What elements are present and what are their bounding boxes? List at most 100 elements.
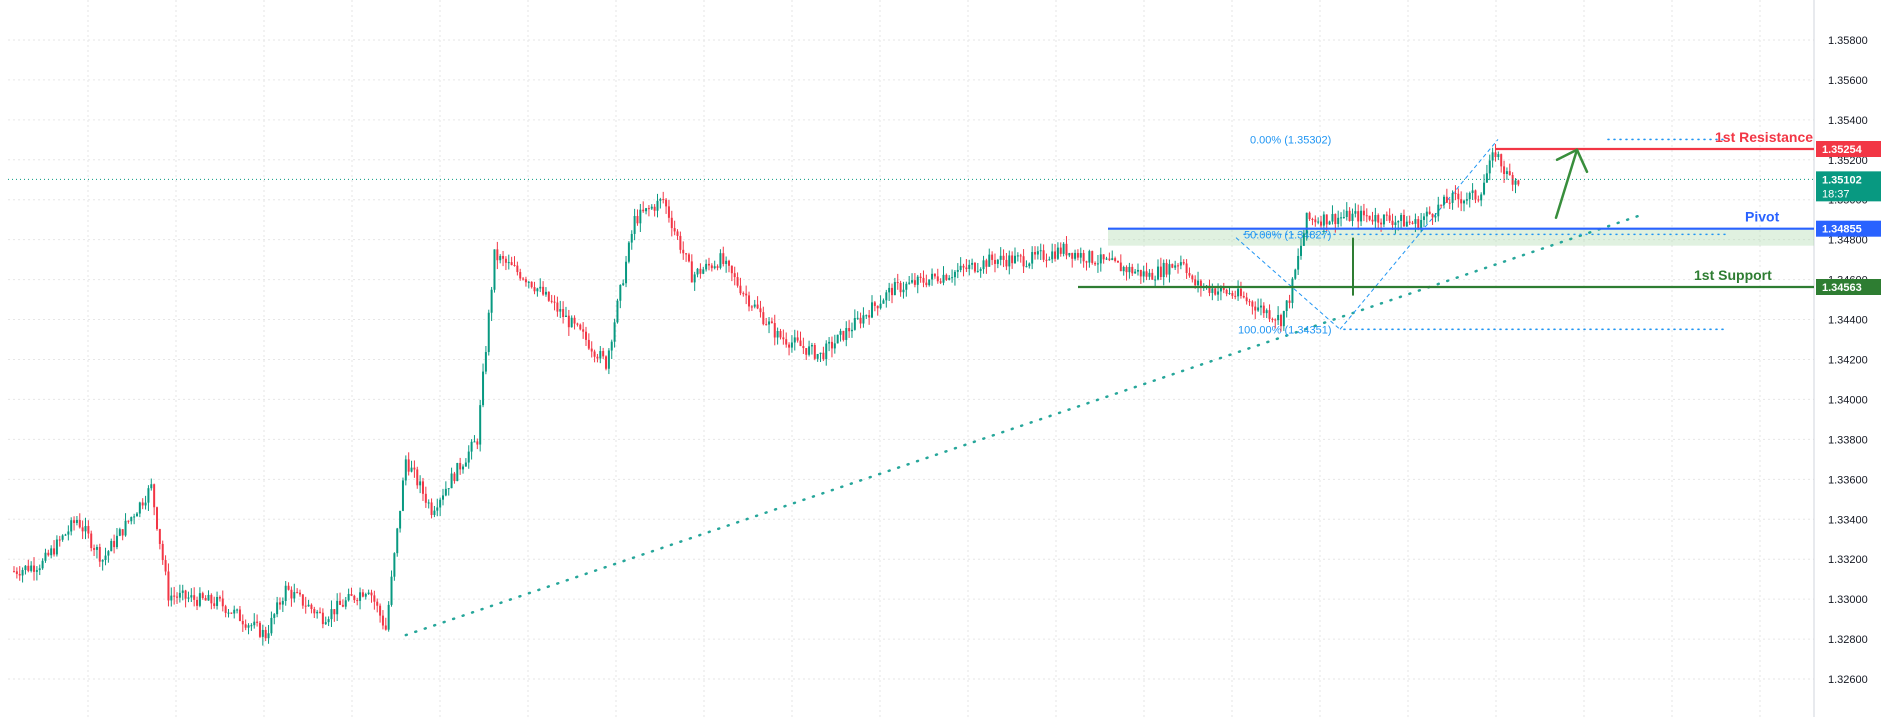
candle-body (193, 595, 196, 600)
candle-body (453, 473, 456, 482)
candle-body (316, 611, 319, 614)
candle-body (290, 589, 293, 599)
candle-body (158, 529, 161, 544)
pivot-zone (1108, 228, 1814, 246)
candle-body (1411, 222, 1414, 224)
candle-body (444, 488, 447, 496)
candle-body (1340, 217, 1343, 219)
candle-body (1088, 251, 1091, 263)
candle-body (1102, 254, 1105, 260)
candle-body (1154, 279, 1157, 281)
candle-body (24, 565, 27, 571)
candle-body (576, 323, 579, 325)
candle-body (1271, 318, 1274, 320)
candle-body (599, 351, 602, 359)
level-price-label: 1.34563 (1822, 282, 1862, 294)
candle-body (78, 519, 81, 528)
candle-body (499, 255, 502, 261)
candle-body (359, 592, 362, 601)
candle-body (759, 308, 762, 313)
candle-body (207, 594, 210, 601)
candle-body (224, 606, 227, 613)
candle-body (18, 573, 21, 576)
candle-body (670, 217, 673, 229)
y-tick-label: 1.34200 (1828, 354, 1868, 366)
candle-body (210, 594, 213, 604)
candle-body (236, 609, 239, 611)
candle-body (95, 547, 98, 550)
candle-body (153, 484, 156, 508)
candle-body (124, 520, 127, 536)
candle-body (951, 277, 954, 279)
candle-body (173, 595, 176, 597)
candle-body (319, 611, 322, 613)
candle-body (879, 303, 882, 309)
candle-body (687, 254, 690, 262)
candle-body (991, 254, 994, 260)
candle-body (602, 351, 605, 357)
candle-body (1505, 171, 1508, 174)
candle-body (913, 280, 916, 285)
candle-body (1434, 216, 1437, 218)
candle-body (1317, 221, 1320, 223)
candle-body (702, 269, 705, 274)
candle-body (593, 351, 596, 357)
candle-body (233, 609, 236, 614)
candle-body (1328, 221, 1331, 225)
candle-body (1345, 210, 1348, 217)
candle-body (1211, 288, 1214, 293)
candle-body (1351, 213, 1354, 221)
candle-body (933, 273, 936, 277)
candle-body (467, 451, 470, 463)
candle-body (1471, 190, 1474, 194)
candle-body (507, 262, 510, 264)
candle-body (1503, 166, 1506, 174)
candle-body (1208, 285, 1211, 293)
candle-body (27, 565, 30, 571)
candle-body (190, 595, 193, 598)
candle-body (456, 462, 459, 482)
candle-body (1254, 306, 1257, 311)
candle-body (722, 253, 725, 264)
candle-body (1185, 263, 1188, 274)
candle-body (150, 484, 153, 489)
candle-body (1494, 152, 1497, 158)
candle-body (404, 459, 407, 481)
candle-body (1443, 196, 1445, 205)
candle-body (493, 249, 496, 290)
candle-body (350, 593, 353, 596)
candle-body (13, 571, 15, 573)
candle-body (244, 624, 247, 628)
candle-body (1096, 263, 1099, 265)
candle-body (733, 273, 736, 278)
candle-body (1368, 215, 1371, 220)
candle-body (504, 258, 507, 263)
fib-label: 100.00% (1.34351) (1238, 324, 1332, 336)
candle-body (819, 352, 822, 355)
candle-body (473, 441, 476, 443)
candle-body (1199, 280, 1202, 288)
candle-body (419, 481, 422, 486)
candle-body (985, 260, 988, 267)
candle-body (347, 593, 350, 601)
candle-body (133, 516, 136, 518)
candle-body (619, 284, 622, 301)
candle-body (433, 510, 436, 515)
candle-body (1074, 252, 1077, 259)
candle-body (218, 596, 221, 599)
candle-body (1119, 262, 1122, 272)
candle-body (922, 277, 925, 283)
candle-body (1400, 214, 1403, 221)
candle-body (21, 570, 24, 576)
candle-body (321, 612, 324, 625)
candle-body (156, 507, 158, 530)
candle-body (1465, 199, 1468, 201)
candle-body (227, 612, 230, 614)
candle-body (1011, 255, 1014, 264)
candle-body (187, 597, 190, 599)
candle-body (87, 526, 90, 534)
candle-body (98, 547, 101, 562)
current-price-label: 1.35102 (1822, 174, 1862, 186)
candle-body (430, 502, 433, 515)
candle-body (1288, 300, 1291, 303)
